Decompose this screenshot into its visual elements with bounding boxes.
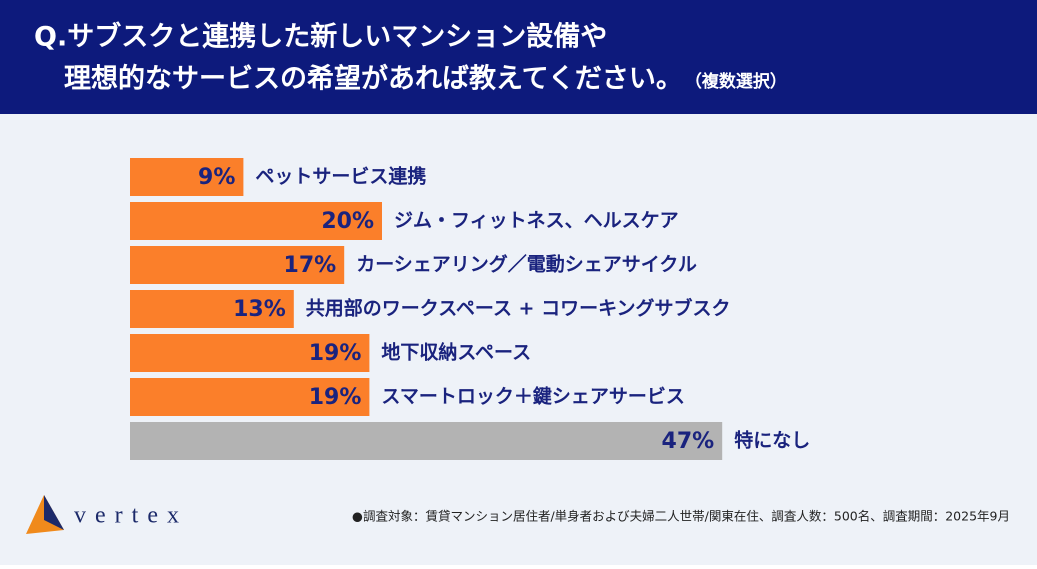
header-band	[0, 0, 1037, 114]
category-label: 共用部のワークスペース + コワーキングサブスク	[306, 297, 731, 320]
bar	[130, 202, 382, 240]
logo-icon	[44, 495, 64, 530]
category-label: 地下収納スペース	[381, 341, 531, 364]
value-label: 17%	[284, 253, 337, 278]
value-label: 13%	[233, 297, 286, 322]
value-label: 20%	[321, 209, 374, 234]
bar	[130, 378, 370, 416]
bar	[130, 246, 345, 284]
bar	[130, 290, 294, 328]
value-label: 19%	[309, 341, 362, 366]
logo-text: vertex	[74, 503, 188, 529]
category-label: スマートロック＋鍵シェアサービス	[381, 385, 684, 408]
chart-subtitle: （複数選択）	[685, 71, 787, 92]
bar	[130, 422, 723, 460]
bar	[130, 334, 370, 372]
value-label: 9%	[198, 165, 235, 190]
footnote: ●調査対象：賃貸マンション居住者/単身者および夫婦二人世帯/関東在住、調査人数：…	[352, 509, 1010, 524]
category-label: ペットサービス連携	[255, 165, 426, 188]
value-label: 19%	[309, 385, 362, 410]
value-label: 47%	[662, 429, 715, 454]
category-label: 特になし	[734, 430, 810, 452]
category-label: カーシェアリング／電動シェアサイクル	[356, 253, 697, 276]
chart-title: 理想的なサービスの希望があれば教えてください。	[64, 63, 683, 95]
logo: vertex	[26, 495, 188, 534]
category-label: ジム・フィットネス、ヘルスケア	[394, 210, 679, 232]
bar	[130, 158, 244, 196]
chart-title: Q.サブスクと連携した新しいマンション設備や	[34, 21, 607, 53]
